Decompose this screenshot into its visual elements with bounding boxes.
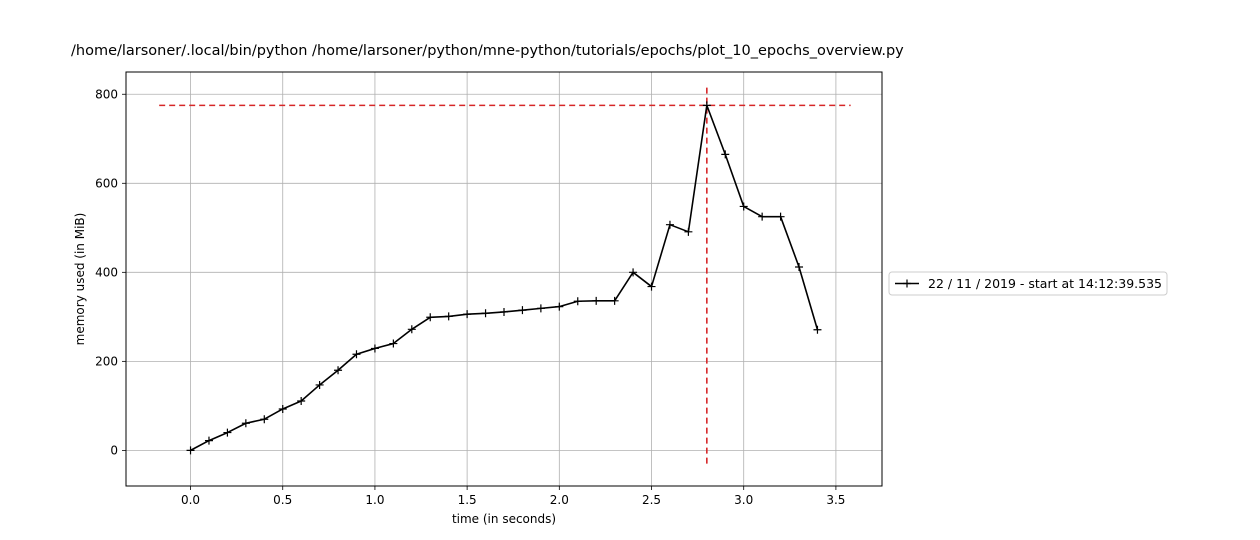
- x-tick-label: 2.5: [642, 493, 661, 507]
- legend: 22 / 11 / 2019 - start at 14:12:39.535: [888, 271, 1168, 296]
- data-point: [186, 446, 195, 455]
- data-point: [223, 428, 232, 437]
- data-point: [739, 202, 748, 211]
- data-point: [573, 297, 582, 306]
- data-point: [481, 309, 490, 318]
- data-point: [500, 307, 508, 316]
- series-line: [190, 104, 819, 452]
- x-tick-label: 2.0: [550, 493, 569, 507]
- legend-box: [888, 271, 1168, 296]
- data-point: [610, 296, 619, 305]
- data-point: [795, 262, 804, 271]
- data-point: [297, 396, 306, 405]
- series-layer: [186, 101, 822, 455]
- data-point: [665, 220, 674, 229]
- data-point: [426, 313, 435, 322]
- data-point: [629, 268, 638, 277]
- data-point: [278, 404, 287, 413]
- data-point: [315, 380, 324, 389]
- data-point: [260, 415, 269, 424]
- data-point: [518, 306, 527, 315]
- data-point: [592, 296, 601, 305]
- data-point: [684, 227, 693, 236]
- y-axis-label: memory used (in MiB): [73, 213, 87, 346]
- data-point: [463, 310, 472, 319]
- x-tick-label: 1.5: [458, 493, 477, 507]
- y-tick-label: 0: [110, 443, 118, 457]
- axis-ticks: 0.0 0.5 1.0 1.5 2.0 2.5 3.0 3.5 0 200 400 600 800: [95, 87, 845, 507]
- legend-entry-label: 22 / 11 / 2019 - start at 14:12:39.535: [928, 276, 1162, 291]
- x-axis-label: time (in seconds): [452, 512, 556, 526]
- chart-title: /home/larsoner/.local/bin/python /home/l…: [71, 43, 904, 59]
- y-tick-label: 600: [95, 176, 118, 190]
- x-tick-label: 3.5: [826, 493, 845, 507]
- x-tick-label: 0.0: [181, 493, 200, 507]
- data-point: [370, 344, 379, 353]
- data-point: [721, 150, 730, 159]
- data-point: [536, 304, 545, 313]
- data-point: [241, 419, 250, 428]
- y-tick-label: 400: [95, 265, 118, 279]
- legend-marker: [903, 279, 911, 288]
- data-point: [407, 325, 416, 334]
- data-point: [776, 212, 785, 221]
- x-tick-label: 1.0: [365, 493, 384, 507]
- x-tick-label: 0.5: [273, 493, 292, 507]
- y-tick-label: 800: [95, 87, 118, 101]
- data-point: [334, 366, 343, 375]
- data-point: [389, 339, 398, 348]
- grid-lines: [126, 72, 882, 486]
- data-point: [813, 325, 822, 334]
- data-point: [702, 101, 711, 110]
- x-tick-label: 3.0: [734, 493, 753, 507]
- reference-lines: [159, 87, 851, 468]
- data-point: [204, 436, 213, 445]
- y-tick-label: 200: [95, 354, 118, 368]
- plot-area-frame: [125, 71, 883, 487]
- data-point: [352, 350, 361, 359]
- data-point: [444, 312, 453, 321]
- data-point: [758, 212, 767, 221]
- data-point: [647, 282, 656, 291]
- data-point: [555, 302, 564, 311]
